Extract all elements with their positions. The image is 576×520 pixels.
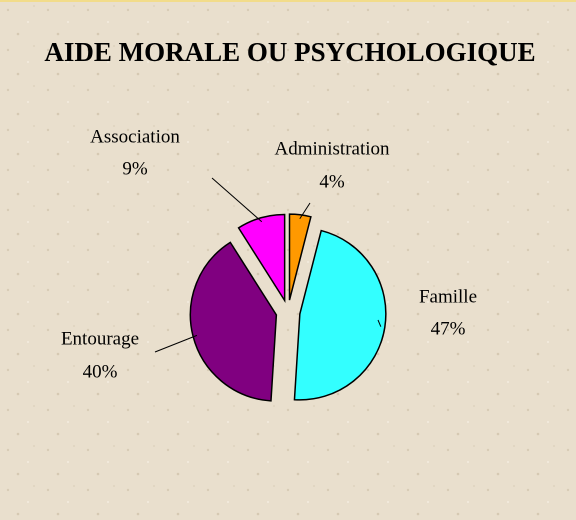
slice-value-label: 40% <box>83 361 118 382</box>
pie-slice <box>189 241 278 402</box>
pie-slice <box>237 213 286 304</box>
leader-line <box>211 177 263 223</box>
slice-label: Entourage <box>61 328 139 349</box>
slice-value-label: 47% <box>431 318 466 339</box>
leader-line <box>377 319 382 327</box>
slice-value-label: 4% <box>319 171 345 192</box>
leader-line <box>154 334 198 353</box>
pie-slice <box>288 213 312 301</box>
slice-label: Administration <box>274 138 390 159</box>
chart-title: AIDE MORALE OU PSYCHOLOGIQUE <box>44 37 535 67</box>
slice-value-label: 9% <box>122 158 148 179</box>
pie-slice <box>293 229 387 401</box>
slice-label: Famille <box>419 286 477 307</box>
slice-label: Association <box>90 126 180 147</box>
leader-line <box>299 202 311 220</box>
